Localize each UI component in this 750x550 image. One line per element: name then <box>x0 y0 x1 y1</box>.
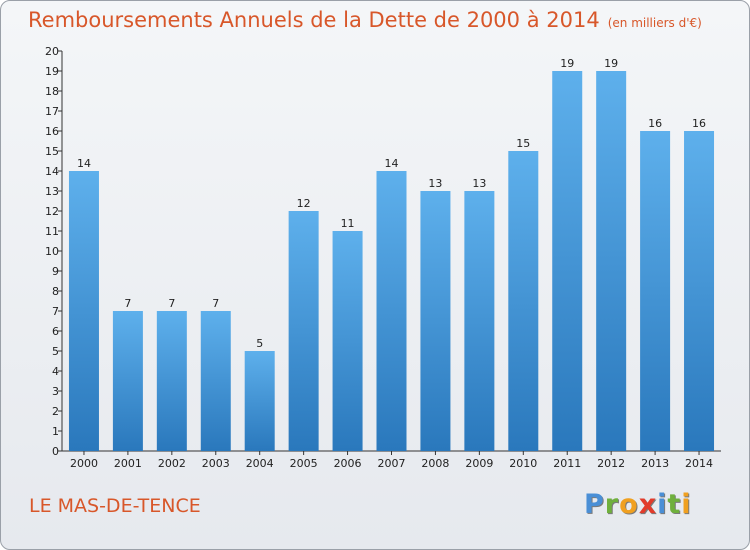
proxiti-logo: Proxiti <box>584 489 692 520</box>
bar <box>332 231 363 451</box>
bars: 14 7 7 7 5 12 11 14 13 13 15 19 19 16 16 <box>68 57 715 451</box>
data-label: 11 <box>341 217 355 230</box>
y-tick-label: 6 <box>52 325 59 338</box>
y-tick-label: 16 <box>45 125 59 138</box>
x-tick-label: 2011 <box>553 457 581 470</box>
y-tick-label: 0 <box>52 445 59 458</box>
x-tick-label: 2008 <box>421 457 449 470</box>
x-tick-label: 2002 <box>158 457 186 470</box>
data-label: 13 <box>472 177 486 190</box>
data-label: 7 <box>212 297 219 310</box>
x-tick-label: 2007 <box>378 457 406 470</box>
y-tick-label: 17 <box>45 105 59 118</box>
y-tick-label: 7 <box>52 305 59 318</box>
commune-name: LE MAS-DE-TENCE <box>29 495 201 517</box>
y-tick-label: 8 <box>52 285 59 298</box>
bar <box>596 71 627 451</box>
y-tick-label: 13 <box>45 185 59 198</box>
logo-letter: o <box>619 489 639 520</box>
data-label: 19 <box>560 57 574 70</box>
data-label: 16 <box>692 117 706 130</box>
logo-letter: P <box>584 489 605 520</box>
x-tick-label: 2003 <box>202 457 230 470</box>
data-label: 14 <box>77 157 91 170</box>
bar <box>376 171 407 451</box>
bar <box>640 131 671 451</box>
bar <box>200 311 231 451</box>
bar <box>156 311 187 451</box>
x-tick-label: 2010 <box>509 457 537 470</box>
y-tick-label: 1 <box>52 425 59 438</box>
y-tick-label: 19 <box>45 65 59 78</box>
x-tick-label: 2012 <box>597 457 625 470</box>
y-tick-label: 4 <box>52 365 59 378</box>
y-tick-label: 9 <box>52 265 59 278</box>
bar <box>112 311 143 451</box>
logo-letter: t <box>667 489 682 520</box>
x-tick-label: 2014 <box>685 457 713 470</box>
y-tick-label: 11 <box>45 225 59 238</box>
bar <box>288 211 319 451</box>
x-tick-label: 2006 <box>334 457 362 470</box>
x-tick-label: 2000 <box>70 457 98 470</box>
bar <box>244 351 275 451</box>
y-tick-label: 2 <box>52 405 59 418</box>
data-label: 7 <box>124 297 131 310</box>
data-label: 16 <box>648 117 662 130</box>
y-tick-label: 5 <box>52 345 59 358</box>
bar <box>684 131 715 451</box>
logo-letter: x <box>638 489 658 520</box>
bar <box>508 151 539 451</box>
data-label: 5 <box>256 337 263 350</box>
x-tick-label: 2001 <box>114 457 142 470</box>
y-tick-label: 15 <box>45 145 59 158</box>
chart-subtitle: (en milliers d'€) <box>607 16 702 30</box>
logo-letter: i <box>657 489 668 520</box>
y-tick-label: 18 <box>45 85 59 98</box>
y-tick-label: 3 <box>52 385 59 398</box>
bar <box>552 71 583 451</box>
bar <box>464 191 495 451</box>
y-tick-label: 10 <box>45 245 59 258</box>
y-tick-label: 12 <box>45 205 59 218</box>
bar <box>420 191 451 451</box>
data-label: 14 <box>385 157 399 170</box>
data-label: 13 <box>428 177 442 190</box>
x-tick-label: 2004 <box>246 457 274 470</box>
data-label: 15 <box>516 137 530 150</box>
y-tick-label: 14 <box>45 165 59 178</box>
x-tick-label: 2009 <box>465 457 493 470</box>
data-label: 7 <box>168 297 175 310</box>
x-tick-label: 2013 <box>641 457 669 470</box>
chart-title: Remboursements Annuels de la Dette de 20… <box>28 8 702 32</box>
data-label: 19 <box>604 57 618 70</box>
chart-title-text: Remboursements Annuels de la Dette de 20… <box>28 8 600 32</box>
data-label: 12 <box>297 197 311 210</box>
logo-letter: r <box>604 489 620 520</box>
bar <box>68 171 99 451</box>
x-tick-label: 2005 <box>290 457 318 470</box>
logo-letter: i <box>681 489 692 520</box>
y-tick-label: 20 <box>45 45 59 58</box>
